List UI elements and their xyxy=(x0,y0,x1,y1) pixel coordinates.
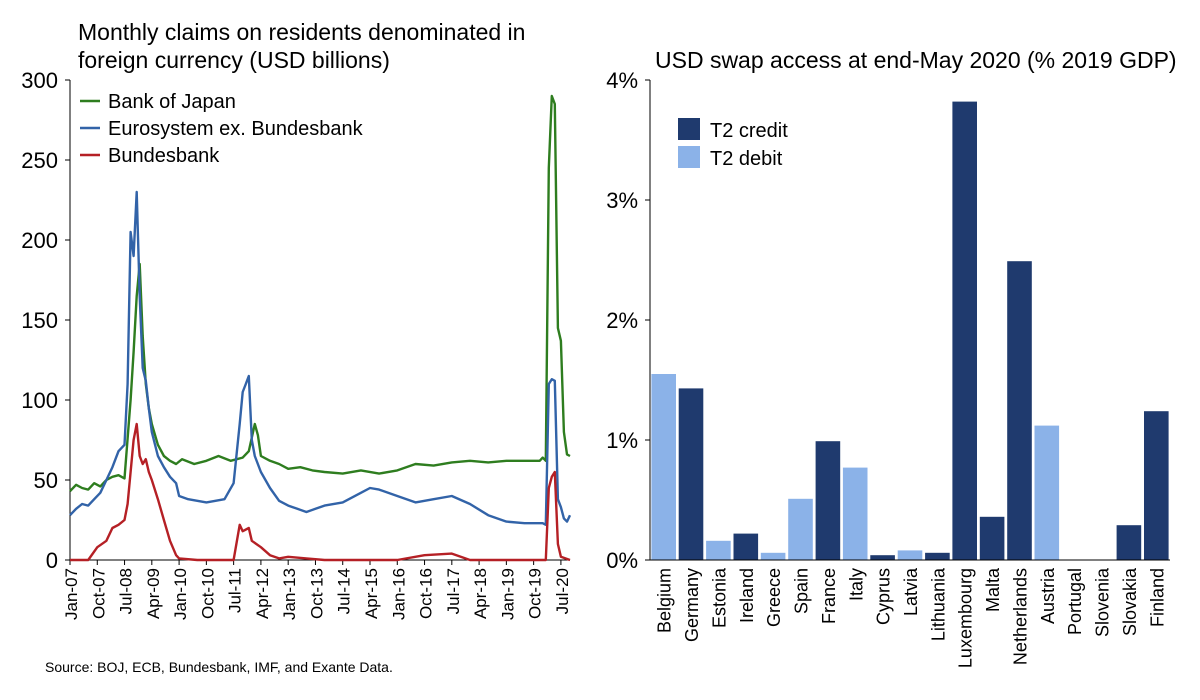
x-category-label: Finland xyxy=(1147,568,1167,627)
bar-malta xyxy=(979,516,1005,560)
bar-lithuania xyxy=(925,552,950,560)
source-note: Source: BOJ, ECB, Bundesbank, IMF, and E… xyxy=(45,659,393,675)
y-tick-label: 1% xyxy=(606,428,638,453)
line-chart-legend: Bank of Japan Eurosystem ex. Bundesbank Bu… xyxy=(80,91,364,167)
y-tick-label: 250 xyxy=(21,148,58,173)
x-tick-label: Oct-19 xyxy=(526,568,545,619)
y-tick-label: 300 xyxy=(21,68,58,93)
bar-belgium xyxy=(651,374,676,560)
legend-label: T2 debit xyxy=(710,148,783,170)
x-tick-label: Oct-10 xyxy=(198,568,217,619)
legend-label: Eurosystem ex. Bundesbank xyxy=(108,118,364,140)
x-category-label: Spain xyxy=(792,568,812,614)
bar-estonia xyxy=(706,540,731,560)
y-tick-label: 4% xyxy=(606,68,638,93)
line-chart-y-axis: 0 50 100 150 200 250 300 xyxy=(21,68,71,573)
x-tick-label: Jan-10 xyxy=(171,568,190,620)
line-chart-title-line-2: foreign currency (USD billions) xyxy=(78,47,390,73)
bar-chart-x-axis: Belgium Germany Estonia Ireland Greece Spain F… xyxy=(650,559,1170,668)
bar-chart-y-axis: 0% 1% 2% 3% 4% xyxy=(606,68,651,573)
y-tick-label: 0% xyxy=(606,548,638,573)
x-tick-label: Jul-20 xyxy=(553,568,572,614)
x-tick-label: Jul-17 xyxy=(444,568,463,614)
x-category-label: Portugal xyxy=(1065,568,1085,635)
bar-cyprus xyxy=(870,555,895,560)
line-chart-x-axis: Jan-07 Oct-07 Jul-08 Apr-09 Jan-10 Oct-10 Jul-… xyxy=(62,559,572,620)
x-category-label: Belgium xyxy=(655,568,675,633)
legend-swatch xyxy=(678,146,700,168)
bar-germany xyxy=(678,388,704,560)
x-tick-label: Apr-15 xyxy=(362,568,381,619)
bar-greece xyxy=(760,552,786,560)
y-tick-label: 0 xyxy=(46,548,58,573)
x-category-label: Estonia xyxy=(709,567,729,628)
bar-france xyxy=(815,441,841,560)
y-tick-label: 200 xyxy=(21,228,58,253)
bar-italy xyxy=(842,467,868,560)
legend-label: Bundesbank xyxy=(108,145,220,167)
line-chart-title-line-1: Monthly claims on residents denominated … xyxy=(78,19,525,45)
x-category-label: Austria xyxy=(1038,567,1058,624)
x-category-label: Netherlands xyxy=(1010,568,1030,665)
x-category-label: France xyxy=(819,568,839,624)
x-tick-label: Oct-07 xyxy=(89,568,108,619)
x-tick-label: Apr-12 xyxy=(253,568,272,619)
x-category-label: Slovenia xyxy=(1093,567,1113,637)
x-tick-label: Oct-13 xyxy=(307,568,326,619)
y-tick-label: 3% xyxy=(606,188,638,213)
series-line-bundesbank xyxy=(70,422,571,562)
x-category-label: Lithuania xyxy=(928,567,948,641)
series-line-eurosystem-ex-bundesbank xyxy=(69,190,572,526)
x-tick-label: Oct-16 xyxy=(417,568,436,619)
x-category-label: Malta xyxy=(983,567,1003,612)
x-category-label: Greece xyxy=(764,568,784,627)
bar-chart-legend: T2 credit T2 debit xyxy=(678,118,788,170)
x-tick-label: Apr-09 xyxy=(144,568,163,619)
y-tick-label: 2% xyxy=(606,308,638,333)
bar-austria xyxy=(1034,425,1060,560)
x-category-label: Luxembourg xyxy=(956,568,976,668)
x-category-label: Cyprus xyxy=(874,568,894,625)
x-tick-label: Jan-16 xyxy=(389,568,408,620)
x-tick-label: Jan-13 xyxy=(280,568,299,620)
series-line-bank-of-japan xyxy=(69,94,571,493)
bar-slovakia xyxy=(1116,525,1142,560)
bar-spain xyxy=(788,498,813,560)
bar-luxembourg xyxy=(952,101,977,560)
x-tick-label: Jan-19 xyxy=(498,568,517,620)
x-tick-label: Apr-18 xyxy=(471,568,490,619)
bar-netherlands xyxy=(1007,261,1032,560)
y-tick-label: 150 xyxy=(21,308,58,333)
x-category-label: Slovakia xyxy=(1120,567,1140,636)
bar-finland xyxy=(1144,411,1169,560)
x-tick-label: Jan-07 xyxy=(62,568,81,620)
bar-chart-title: USD swap access at end-May 2020 (% 2019 … xyxy=(655,47,1177,73)
x-tick-label: Jul-14 xyxy=(335,568,354,614)
bar-ireland xyxy=(733,533,759,560)
legend-swatch xyxy=(678,118,700,140)
line-chart-series xyxy=(69,94,572,562)
x-category-label: Latvia xyxy=(901,567,921,616)
bar-chart-bars xyxy=(651,101,1169,560)
x-category-label: Germany xyxy=(682,568,702,642)
bar-chart: USD swap access at end-May 2020 (% 2019 … xyxy=(606,47,1176,668)
line-chart: Monthly claims on residents denominated … xyxy=(21,19,572,620)
x-tick-label: Jul-08 xyxy=(117,568,136,614)
x-category-label: Italy xyxy=(846,568,866,601)
legend-label: T2 credit xyxy=(710,120,788,142)
x-tick-label: Jul-11 xyxy=(226,568,245,613)
bar-latvia xyxy=(897,550,923,560)
y-tick-label: 100 xyxy=(21,388,58,413)
legend-label: Bank of Japan xyxy=(108,91,236,113)
y-tick-label: 50 xyxy=(34,468,58,493)
x-category-label: Ireland xyxy=(737,568,757,623)
